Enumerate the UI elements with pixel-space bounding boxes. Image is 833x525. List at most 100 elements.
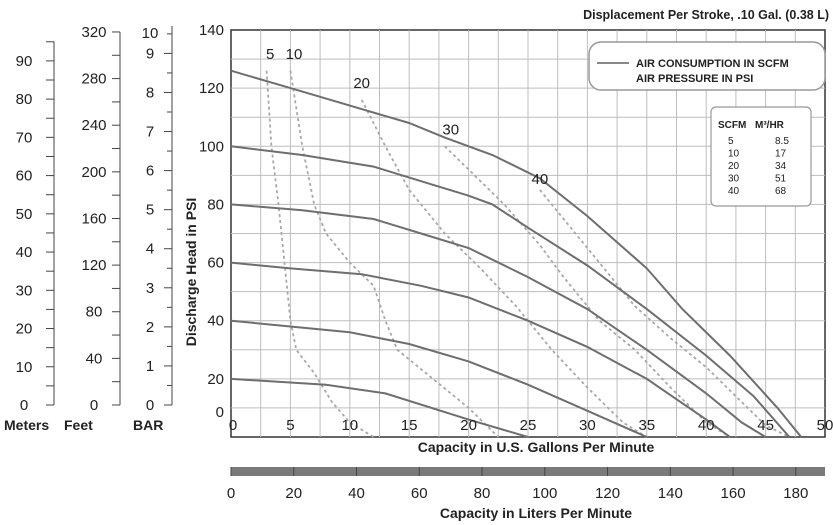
meters-tick-label-0: 0	[20, 397, 28, 414]
air-curve-label-30: 30	[442, 122, 459, 139]
liters-tick-label-180: 180	[783, 485, 808, 502]
bar-tick-label-3: 3	[146, 280, 154, 297]
y-tick-label-0: 0	[216, 404, 224, 421]
x-tick-label-25: 25	[520, 417, 537, 434]
chart-title: Displacement Per Stroke, .10 Gal. (0.38 …	[583, 8, 829, 22]
bar-tick-label-6: 6	[146, 163, 154, 180]
meters-tick-label-70: 70	[16, 129, 33, 146]
y-tick-label-120: 120	[199, 80, 224, 97]
bar-tick-label-5: 5	[146, 202, 154, 219]
feet-tick-label-320: 320	[81, 24, 106, 41]
scfm-header: SCFM	[718, 120, 746, 131]
x-tick-label-15: 15	[401, 417, 418, 434]
consumption-curve-100	[230, 145, 791, 438]
feet-tick-label-280: 280	[81, 71, 106, 88]
bar-tick-label-7: 7	[146, 124, 154, 141]
y-tick-label-140: 140	[199, 22, 224, 39]
air-curve-label-20: 20	[353, 75, 370, 92]
liters-scale-bar	[231, 467, 825, 476]
meters-tick-label-50: 50	[16, 206, 33, 223]
scfm-table-box	[710, 106, 812, 207]
m3hr-value: 17	[775, 149, 787, 160]
y-tick-label-60: 60	[207, 255, 224, 272]
meters-label: Meters	[4, 417, 49, 433]
consumption-curve-80	[230, 203, 767, 438]
legend-solid-label: AIR CONSUMPTION IN SCFM	[636, 58, 789, 70]
meters-tick-label-90: 90	[16, 53, 33, 70]
air-pressure-curve-10	[289, 70, 499, 438]
consumption-curve-60	[230, 261, 731, 438]
air-curve-label-40: 40	[532, 171, 549, 188]
consumption-curve-20	[230, 377, 529, 438]
meters-tick-label-80: 80	[16, 91, 33, 108]
x-axis-label: Capacity in U.S. Gallons Per Minute	[418, 439, 655, 455]
x-tick-label-5: 5	[286, 417, 294, 434]
y-tick-label-20: 20	[207, 371, 224, 388]
air-curve-labels: 5 10 20 30 40	[266, 46, 548, 188]
air-pressure-curve-30	[444, 145, 731, 438]
bar-tick-label-2: 2	[146, 319, 154, 336]
m3hr-value: 68	[775, 186, 787, 197]
x-tick-label-10: 10	[341, 417, 358, 434]
consumption-curve-120	[230, 69, 802, 438]
meters-tick-label-60: 60	[16, 168, 33, 185]
liters-tick-label-40: 40	[348, 485, 365, 502]
bar-tick-label-0: 0	[146, 397, 154, 414]
feet-tick-label-160: 160	[81, 210, 106, 227]
liters-axis-ticks: 0 20 40 60 80 100 120 140 160 180	[227, 467, 808, 502]
scfm-value: 10	[728, 149, 740, 160]
liters-tick-label-0: 0	[227, 485, 235, 502]
scfm-value: 30	[728, 174, 740, 185]
liters-axis-label: Capacity in Liters Per Minute	[440, 505, 632, 521]
feet-tick-label-40: 40	[86, 350, 103, 367]
y-tick-label-80: 80	[207, 196, 224, 213]
m3hr-value: 34	[775, 161, 787, 172]
y-axis-ticks: 0 20 40 60 80 100 120 140	[199, 22, 224, 421]
feet-tick-label-0: 0	[90, 397, 98, 414]
y-tick-label-40: 40	[207, 313, 224, 330]
meters-tick-label-40: 40	[16, 244, 33, 261]
m3hr-value: 8.5	[775, 136, 789, 147]
feet-tick-label-80: 80	[86, 304, 103, 321]
scfm-value: 5	[728, 136, 734, 147]
bar-tick-label-8: 8	[146, 84, 154, 101]
meters-tick-label-10: 10	[16, 359, 33, 376]
bar-label: BAR	[133, 417, 163, 433]
feet-label: Feet	[64, 417, 93, 433]
bar-tick-label-4: 4	[146, 241, 154, 258]
y-axis-label: Discharge Head in PSI	[183, 198, 199, 347]
x-tick-label-20: 20	[460, 417, 477, 434]
air-pressure-curve-40	[539, 189, 790, 438]
bar-tick-label-9: 9	[146, 45, 154, 62]
x-tick-label-50: 50	[817, 417, 833, 434]
bar-tick-label-10: 10	[142, 25, 159, 42]
air-pressure-curve-5	[265, 70, 375, 438]
liters-tick-label-100: 100	[532, 485, 557, 502]
x-tick-label-45: 45	[757, 417, 774, 434]
scfm-value: 20	[728, 161, 740, 172]
scfm-value: 40	[728, 186, 740, 197]
y-tick-label-100: 100	[199, 138, 224, 155]
x-axis-ticks: 0 5 10 15 20 25 30 35 40 45 50	[229, 417, 833, 434]
meters-scale: 0 10 20 30 40 50 60 70 80 90	[16, 41, 55, 414]
x-tick-label-35: 35	[638, 417, 655, 434]
consumption-curve-40	[230, 319, 648, 438]
feet-tick-label-240: 240	[81, 117, 106, 134]
bar-tick-label-1: 1	[146, 358, 154, 375]
liters-tick-label-160: 160	[721, 485, 746, 502]
air-pressure-curves	[265, 70, 790, 438]
air-pressure-curve-20	[360, 99, 648, 438]
feet-tick-label-120: 120	[81, 257, 106, 274]
m3hr-header: M³/HR	[755, 120, 785, 131]
grid	[231, 30, 825, 437]
meters-tick-label-30: 30	[16, 282, 33, 299]
air-curve-label-5: 5	[266, 46, 274, 63]
x-tick-label-0: 0	[229, 417, 237, 434]
bar-scale: 0 1 2 3 4 5 6 7 8 9 10	[142, 25, 173, 414]
liters-tick-label-120: 120	[595, 485, 620, 502]
feet-scale: 0 40 80 120 160 200 240 280 320	[81, 24, 121, 414]
air-consumption-curves	[230, 69, 802, 438]
legend-box	[588, 41, 826, 91]
